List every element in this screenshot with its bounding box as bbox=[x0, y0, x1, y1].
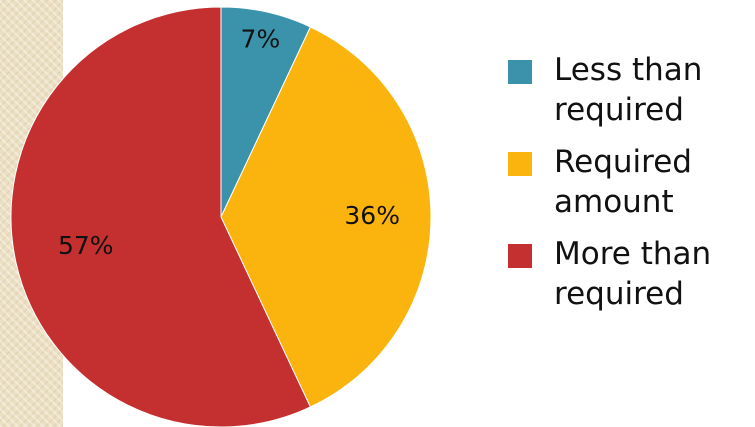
pie-slice-more-than-required bbox=[10, 6, 312, 427]
pie-slices bbox=[10, 6, 432, 427]
pie-slice-label: 36% bbox=[344, 201, 400, 230]
chart-legend: Less than required Required amount More … bbox=[508, 50, 753, 326]
legend-swatch bbox=[508, 152, 532, 176]
legend-item-required-amount: Required amount bbox=[508, 142, 753, 222]
legend-label: Required amount bbox=[554, 144, 692, 220]
pie-slice-labels: 7% 36% 57% bbox=[58, 25, 400, 260]
legend-label: More than required bbox=[554, 236, 712, 312]
legend-label: Less than required bbox=[554, 52, 703, 128]
pie-slice-label: 7% bbox=[241, 25, 281, 54]
legend-item-more-than-required: More than required bbox=[508, 234, 753, 314]
legend-swatch bbox=[508, 60, 532, 84]
legend-item-less-than-required: Less than required bbox=[508, 50, 753, 130]
pie-slice-label: 57% bbox=[58, 231, 114, 260]
legend-swatch bbox=[508, 244, 532, 268]
pie-slice-required-amount bbox=[220, 26, 432, 408]
